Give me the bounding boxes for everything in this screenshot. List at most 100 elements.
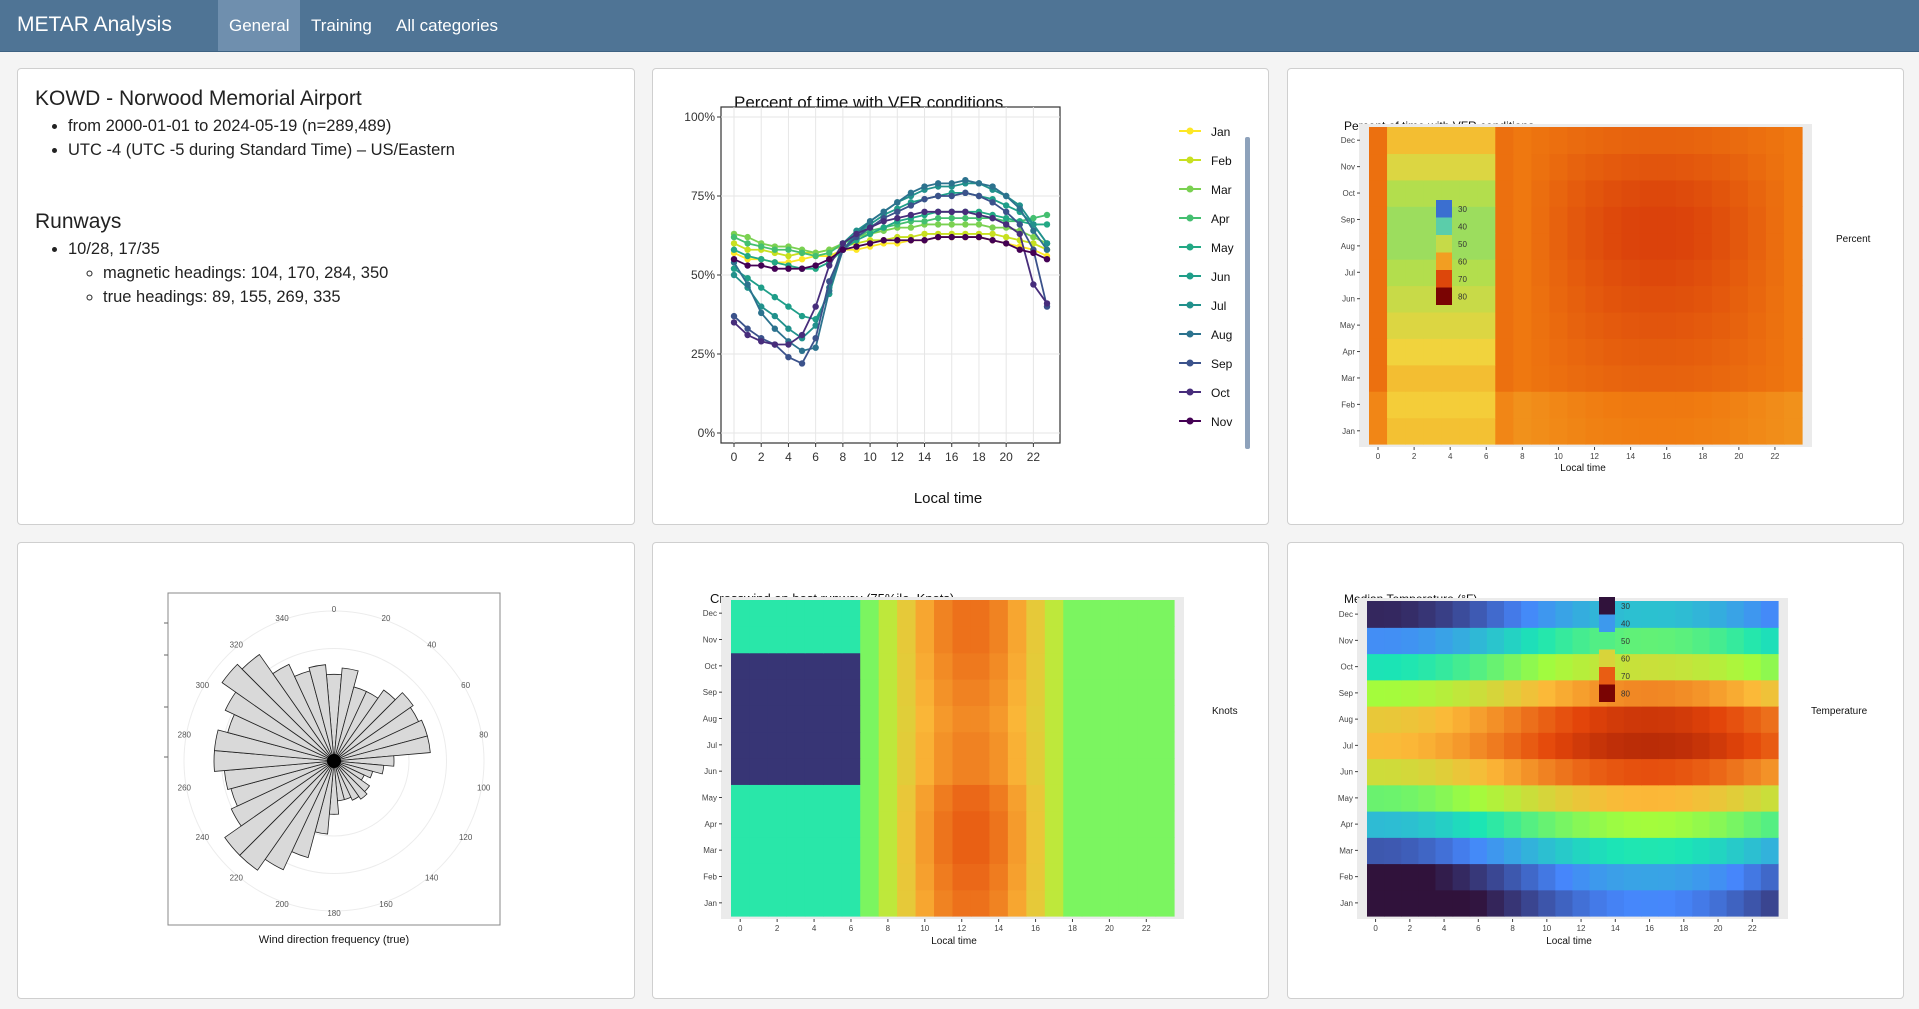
data-point [948,221,955,228]
heatmap-cell [1567,232,1587,260]
heatmap-cell [1044,705,1064,733]
heatmap-cell [1675,679,1693,707]
data-point [907,224,915,231]
data-point [758,284,765,291]
heatmap-cell [897,889,917,917]
heatmap-cell [1603,259,1623,287]
heatmap-cell [970,705,991,733]
legend-title: Temperature [1811,706,1868,717]
heatmap-cell [897,705,917,733]
data-point [1016,205,1023,212]
heatmap-cell [1405,417,1424,445]
heatmap-cell [1459,179,1478,207]
heatmap-cell [1693,259,1713,287]
heatmap-cell [1452,811,1471,838]
app-brand[interactable]: METAR Analysis [17,13,172,36]
heatmap-cell [1692,601,1711,628]
heatmap-cell [804,705,824,733]
tab-general[interactable]: General [218,0,301,51]
y-tick-label: 0% [698,426,716,440]
heatmap-cell [1384,706,1402,733]
heatmap-cell [1658,679,1676,707]
heatmap-cell [1623,837,1642,865]
data-point [894,214,901,222]
heatmap-cell [841,705,861,733]
heatmap-cell [1606,758,1625,786]
heatmap-cell [1658,732,1676,760]
heatmap-cell [1435,784,1454,812]
data-point [962,221,969,228]
heatmap-cell [934,626,954,654]
heatmap-cell [1026,810,1046,838]
heatmap-cell [1760,706,1779,733]
x-tick-label: 20 [1105,924,1114,933]
heatmap-cell [1585,391,1605,419]
heatmap-cell [1459,417,1478,445]
heatmap-cell [1783,391,1803,419]
heatmap-cell [1063,837,1083,864]
heatmap-cell [1405,179,1424,207]
data-point [1002,208,1010,215]
heatmap-cell [1603,153,1623,181]
tab-all-categories[interactable]: All categories [396,16,499,35]
data-point [934,208,942,215]
heatmap-cell [1452,732,1471,760]
heatmap-cell [1538,732,1556,760]
heatmap-cell [1486,601,1505,628]
heatmap-cell [1765,364,1785,392]
heatmap-cell [1589,732,1608,760]
data-point [730,233,738,241]
x-tick-label: 4 [785,450,792,464]
heatmap-cell [1504,863,1522,891]
data-point [907,189,915,197]
heatmap-cell [767,837,787,864]
heatmap-cell [1369,417,1388,445]
vfr-heatmap-chart: Percent of time with VFR conditions JanF… [1340,119,1871,474]
heatmap-cell [1747,153,1767,181]
data-point [744,325,751,332]
heatmap-cell [1675,601,1693,628]
heatmap-cell [786,837,806,864]
heatmap-cell [1711,232,1731,260]
heatmap-cell [897,600,917,627]
heatmap-cell [1477,259,1496,287]
heatmap-cell [1384,784,1402,812]
heatmap-cell [1486,627,1505,655]
heatmap-cell [1155,626,1175,654]
x-tick-label: 10 [863,450,877,464]
legend-label: 50 [1621,637,1630,646]
heatmap-cell [1044,863,1064,891]
heatmap-cell [952,889,972,917]
tab-training[interactable]: Training [311,16,372,35]
heatmap-cell [1137,731,1157,759]
heatmap-cell [1783,179,1803,207]
heatmap-cell [1531,417,1551,445]
heatmap-cell [823,810,843,838]
heatmap-cell [1711,259,1731,287]
heatmap-cell [1044,758,1064,785]
heatmap-cell [1572,601,1591,628]
heatmap-cell [1081,758,1101,785]
legend-key-point [1186,301,1194,309]
rose-angle-label: 200 [275,900,289,909]
heatmap-cell [1639,127,1659,155]
heatmap-cell [1538,653,1556,681]
heatmap-cell [767,863,787,891]
heatmap-cell [1760,837,1779,865]
legend-title: Percent [1836,234,1871,245]
heatmap-cell [1549,206,1569,234]
heatmap-cell [1747,206,1767,234]
heatmap-cell [1405,232,1424,260]
heatmap-cell [1555,679,1574,707]
heatmap-cell [1531,259,1551,287]
heatmap-cell [1641,863,1659,891]
true-headings-item: true headings: 89, 155, 269, 335 [103,288,617,307]
data-point [921,195,928,203]
heatmap-cell [1100,889,1120,917]
heatmap-cell [1007,679,1027,706]
x-tick-label: 12 [1577,924,1586,933]
heatmap-cell [1452,706,1471,733]
heatmap-cell [1452,863,1471,891]
rose-bar [241,653,335,762]
legend-scrollbar[interactable] [1245,137,1250,449]
